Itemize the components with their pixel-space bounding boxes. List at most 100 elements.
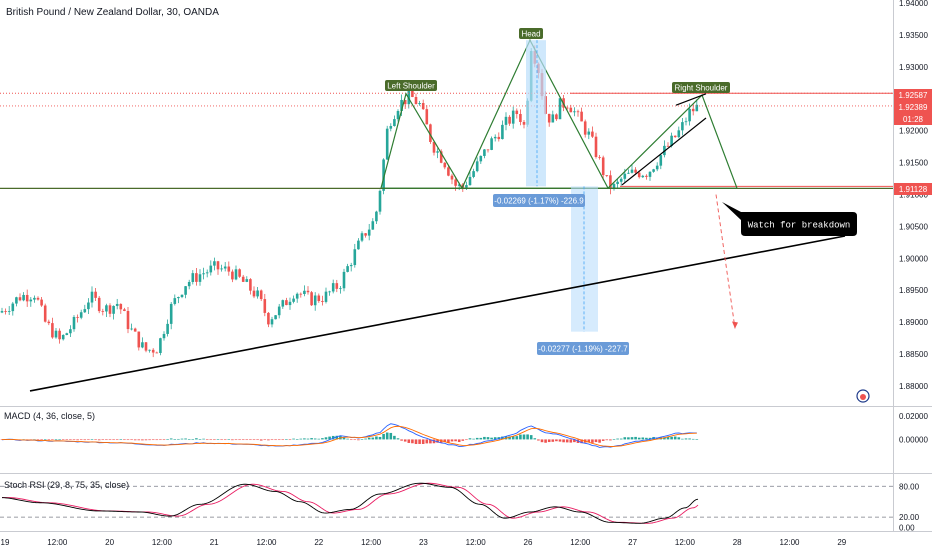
candle-body [634, 169, 637, 173]
candle-body [216, 261, 220, 270]
macd-histogram-bar [342, 437, 346, 440]
time-tick-label: 12:00 [466, 538, 487, 547]
macd-histogram-bar [648, 437, 652, 440]
candle-body [443, 162, 447, 168]
candle-body [666, 145, 670, 147]
candle-body [15, 297, 18, 304]
candle-body [425, 109, 429, 125]
macd-histogram-bar [605, 439, 609, 441]
macd-histogram-bar [252, 439, 256, 441]
label-head[interactable]: Head [519, 28, 543, 39]
candle-body [90, 291, 94, 303]
candle-body [177, 297, 180, 299]
macd-histogram-bar [486, 437, 490, 440]
macd-histogram-bar [375, 436, 378, 440]
candle-body [274, 315, 277, 320]
macd-histogram-bar [609, 439, 612, 441]
candle-body [270, 319, 274, 325]
candle-body [385, 128, 389, 160]
macd-histogram-bar [357, 439, 360, 441]
time-tick-label: 12:00 [570, 538, 591, 547]
macd-histogram-bar [47, 439, 51, 441]
candle-body [569, 107, 573, 113]
candle-body [155, 352, 159, 354]
macd-histogram-bar [429, 439, 432, 444]
candle-body [133, 328, 137, 332]
macd-histogram-bar [454, 439, 457, 442]
candle-body [256, 290, 259, 297]
candle-body [335, 283, 339, 289]
label-right-shoulder-bg [672, 82, 730, 93]
stoch-tick-label: 80.00 [899, 482, 920, 491]
measure-box-2 [571, 186, 598, 332]
price-tick-label: 1.91500 [899, 159, 928, 168]
label-left-shoulder[interactable]: Left Shoulder [385, 80, 437, 91]
macd-histogram-bar [601, 439, 605, 441]
candle-body [457, 184, 461, 186]
macd-histogram-bar [317, 438, 321, 440]
candle-body [306, 290, 310, 293]
label-left-shoulder-text: Left Shoulder [387, 82, 435, 91]
macd-histogram-bar [324, 437, 328, 440]
candle-body [648, 171, 652, 177]
candle-body [0, 311, 4, 313]
candle-body [479, 155, 483, 162]
macd-histogram-bar [360, 439, 364, 440]
candle-body [223, 266, 227, 269]
candle-body [126, 310, 130, 330]
time-tick-label: 22 [314, 538, 323, 547]
macd-histogram-bar [238, 439, 241, 441]
candle-body [378, 190, 382, 212]
price-tick-label: 1.91000 [899, 191, 928, 200]
stoch-group [0, 482, 893, 524]
candle-body [371, 221, 375, 230]
macd-histogram-bar [155, 439, 159, 441]
macd-histogram-bar [310, 438, 313, 440]
macd-histogram-bar [173, 439, 177, 440]
candle-body [47, 321, 51, 324]
macd-histogram-bar [321, 438, 324, 440]
macd-histogram-bar [684, 438, 688, 440]
macd-histogram-bar [58, 439, 61, 441]
macd-histogram-bar [141, 439, 144, 441]
callout-watch-breakdown[interactable]: Watch for breakdown [722, 202, 857, 236]
candle-body [58, 330, 61, 340]
macd-histogram-bar [407, 439, 411, 443]
macd-histogram-bar [133, 439, 137, 441]
macd-histogram-bar [515, 436, 519, 440]
measure-label-1[interactable]: -0.02269 (-1.17%) -226.9 [493, 194, 585, 207]
candle-body [339, 288, 342, 290]
macd-histogram-bar [616, 438, 619, 440]
macd-histogram-bar [630, 437, 634, 440]
trendline [29, 235, 846, 392]
macd-histogram-bar [69, 439, 72, 441]
macd-histogram-bar [270, 439, 274, 441]
macd-histogram-bar [101, 439, 105, 441]
macd-histogram-bar [151, 439, 155, 441]
macd-histogram-bar [288, 439, 292, 441]
candle-body [583, 121, 587, 135]
label-right-shoulder[interactable]: Right Shoulder [672, 82, 730, 93]
candle-body [486, 149, 490, 151]
tradingview-icon[interactable] [856, 389, 870, 403]
candle-body [43, 305, 47, 322]
signal-line [1, 425, 697, 447]
candle-body [580, 111, 583, 122]
time-tick-label: 26 [524, 538, 533, 547]
macd-histogram-bar [526, 434, 529, 440]
measure-label-2[interactable]: -0.02277 (-1.19%) -227.7 [537, 342, 629, 355]
macd-histogram-bar [598, 439, 601, 443]
macd-histogram-bar [137, 439, 141, 441]
candle-body [677, 130, 681, 138]
macd-histogram-bar [443, 439, 447, 443]
time-tick-label: 12:00 [47, 538, 68, 547]
macd-histogram-bar [673, 436, 677, 440]
macd-histogram-bar [72, 439, 76, 441]
macd-histogram-bar [666, 437, 670, 440]
macd-histogram-bar [263, 439, 267, 441]
candle-body [691, 108, 695, 112]
candle-body [522, 121, 526, 125]
candle-body [94, 291, 97, 298]
